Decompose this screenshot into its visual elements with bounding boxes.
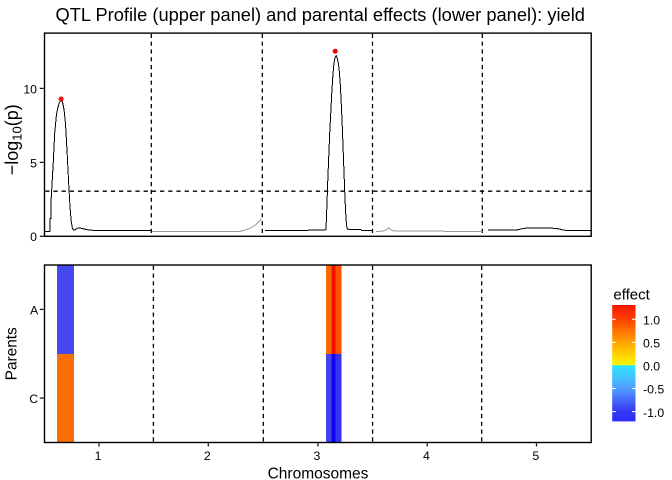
svg-text:3: 3 <box>313 449 320 463</box>
svg-text:C: C <box>29 392 38 406</box>
svg-text:1.0: 1.0 <box>643 314 660 328</box>
svg-text:A: A <box>30 304 39 318</box>
svg-text:-1.0: -1.0 <box>643 406 664 420</box>
svg-text:Chromosomes: Chromosomes <box>268 466 369 480</box>
svg-text:2: 2 <box>204 449 211 463</box>
svg-text:5: 5 <box>532 449 539 463</box>
svg-text:effect: effect <box>613 286 650 303</box>
svg-text:1: 1 <box>95 449 102 463</box>
svg-text:0: 0 <box>30 230 37 244</box>
svg-text:0.5: 0.5 <box>643 337 660 351</box>
svg-text:0.0: 0.0 <box>643 360 660 374</box>
svg-text:-0.5: -0.5 <box>643 383 664 397</box>
svg-text:5: 5 <box>30 156 37 170</box>
svg-text:−log10(p): −log10(p) <box>2 104 25 175</box>
svg-text:4: 4 <box>423 449 430 463</box>
svg-text:QTL Profile (upper panel) and: QTL Profile (upper panel) and parental e… <box>56 4 585 25</box>
svg-text:Parents: Parents <box>4 327 21 380</box>
svg-text:10: 10 <box>23 82 37 96</box>
